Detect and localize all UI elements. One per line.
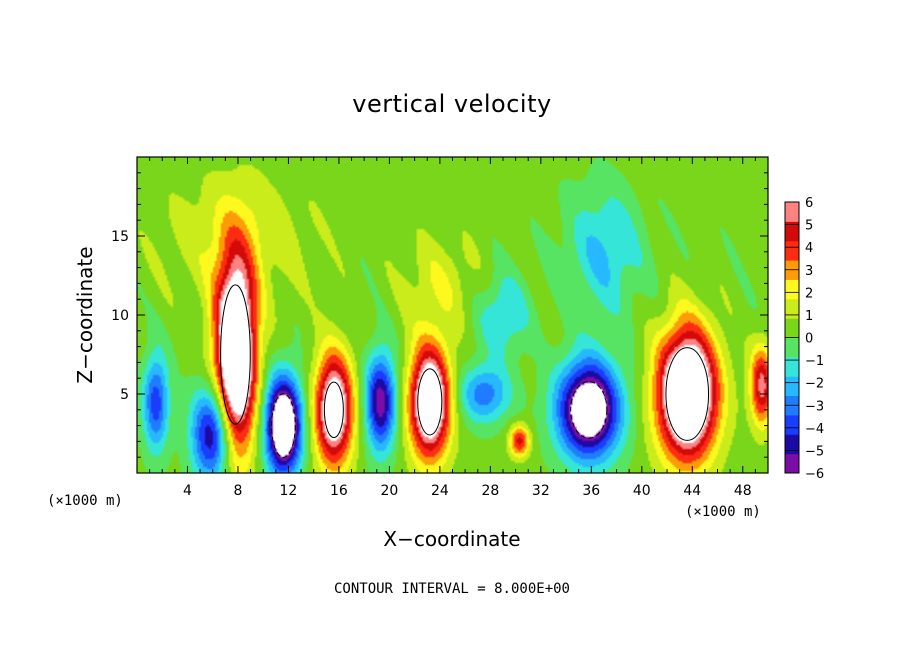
x-tick-label: 36	[582, 483, 600, 499]
colorbar-segment	[785, 240, 799, 261]
x-tick-label: 28	[481, 483, 499, 499]
colorbar-label: −4	[805, 422, 824, 437]
contour-lines	[220, 284, 710, 458]
contour-line	[323, 381, 344, 439]
colorbar: 6 5 4 3 2 1 0 −1 −2 −3 −4 −5 −6	[784, 196, 824, 482]
colorbar-segment	[785, 434, 799, 455]
colorbar-label: 6	[805, 196, 813, 211]
colorbar-segment	[785, 221, 799, 242]
y-tick-label: 5	[120, 387, 129, 403]
colorbar-label: 1	[805, 309, 813, 324]
colorbar-segment	[785, 337, 799, 358]
x-tick-label: 40	[633, 483, 651, 499]
colorbar-label: −1	[805, 354, 824, 369]
colorbar-segment	[785, 279, 799, 300]
x-tick-label: 24	[431, 483, 449, 499]
y-axis-label: Z−coordinate	[73, 246, 97, 383]
x-tick-label: 20	[380, 483, 398, 499]
colorbar-segment	[785, 298, 799, 319]
colorbar-segment	[785, 202, 799, 222]
contour-line	[271, 393, 296, 458]
x-tick-label: 16	[330, 483, 348, 499]
heatmap-field	[137, 157, 768, 473]
x-unit-label-left: (×1000 m)	[47, 493, 123, 509]
colorbar-label: −3	[805, 399, 824, 414]
x-tick-label: 12	[280, 483, 298, 499]
contour-interval-note: CONTOUR INTERVAL = 8.000E+00	[334, 581, 570, 597]
colorbar-label: 2	[805, 286, 813, 301]
heatmap-plot-area	[137, 157, 768, 473]
colorbar-label: 0	[805, 332, 813, 347]
colorbar-segment	[785, 356, 799, 377]
colorbar-segment	[785, 453, 799, 474]
x-axis-label: X−coordinate	[383, 527, 520, 551]
colorbar-segment	[785, 318, 799, 338]
colorbar-segment	[785, 414, 799, 435]
colorbar-segment	[785, 376, 799, 397]
x-unit-label-right: (×1000 m)	[685, 504, 761, 520]
colorbar-label: 3	[805, 264, 813, 279]
contour-line	[570, 380, 608, 439]
x-tick-label: 48	[734, 483, 752, 499]
colorbar-label: 5	[805, 219, 813, 234]
colorbar-label: −5	[805, 444, 824, 459]
contour-line	[417, 368, 443, 436]
y-tick-label: 15	[111, 229, 129, 245]
x-tick-label: 4	[183, 483, 192, 499]
contour-line	[665, 347, 710, 441]
x-tick-label: 44	[683, 483, 701, 499]
colorbar-label: −6	[805, 467, 824, 482]
colorbar-label: −2	[805, 377, 824, 392]
colorbar-label: 4	[805, 241, 813, 256]
x-tick-label: 32	[532, 483, 550, 499]
contour-line	[220, 284, 251, 425]
x-tick-label: 8	[233, 483, 242, 499]
x-axis-ticks: 4 8 12 16 20 24 28 32 36 40 44 48	[149, 157, 756, 499]
chart-title: vertical velocity	[352, 90, 551, 118]
y-axis-ticks: 5 10 15	[111, 172, 768, 458]
y-tick-label: 10	[111, 308, 129, 324]
